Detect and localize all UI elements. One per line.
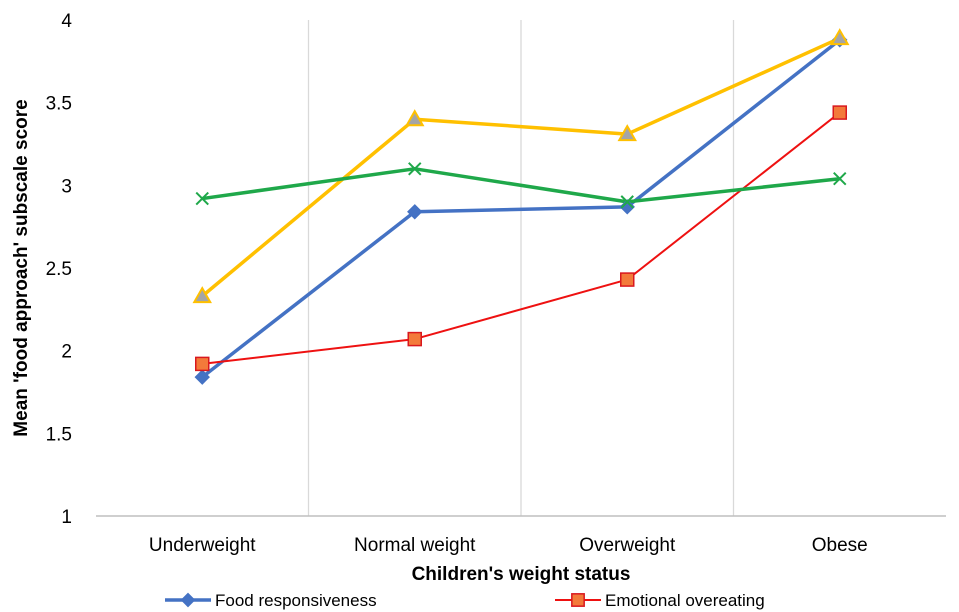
legend: Food responsiveness Emotional overeating bbox=[165, 591, 765, 610]
data-point bbox=[407, 331, 422, 347]
series-markers-1 bbox=[195, 105, 847, 372]
x-tick-label: Obese bbox=[812, 535, 868, 556]
x-axis-ticks: Underweight Normal weight Overweight Obese bbox=[149, 535, 868, 556]
data-point bbox=[408, 162, 422, 176]
y-axis-ticks: 1 1.5 2 2.5 3 3.5 4 bbox=[46, 11, 73, 528]
x-tick-label: Underweight bbox=[149, 535, 256, 556]
y-tick-label: 4 bbox=[61, 11, 72, 32]
data-point bbox=[832, 105, 847, 120]
series-markers-3 bbox=[192, 28, 850, 304]
x-axis-title: Children's weight status bbox=[412, 564, 631, 585]
series-markers-2 bbox=[195, 162, 847, 209]
data-point bbox=[619, 199, 635, 215]
legend-item: Emotional overeating bbox=[555, 591, 765, 610]
data-point bbox=[833, 172, 847, 186]
series-line bbox=[202, 167, 840, 204]
gridlines bbox=[307, 20, 735, 516]
data-point bbox=[194, 369, 210, 385]
series-line bbox=[201, 38, 841, 379]
data-point bbox=[195, 356, 210, 372]
legend-label: Emotional overeating bbox=[605, 591, 765, 610]
series-line bbox=[201, 36, 841, 298]
series-group bbox=[192, 28, 850, 385]
series-3 bbox=[201, 36, 841, 298]
y-axis-title: Mean 'food approach' subscale score bbox=[11, 99, 32, 436]
x-tick-label: Overweight bbox=[579, 535, 676, 556]
y-tick-label: 3 bbox=[61, 176, 72, 197]
legend-item: Food responsiveness bbox=[165, 591, 377, 610]
series-1 bbox=[202, 111, 841, 365]
legend-label: Food responsiveness bbox=[215, 591, 377, 610]
data-point bbox=[571, 593, 585, 607]
y-tick-label: 3.5 bbox=[46, 94, 72, 115]
data-point bbox=[195, 191, 209, 206]
y-tick-label: 2.5 bbox=[46, 259, 72, 280]
y-tick-label: 2 bbox=[61, 342, 72, 363]
data-point bbox=[830, 28, 850, 46]
data-point bbox=[407, 204, 423, 220]
data-point bbox=[620, 195, 634, 209]
data-point bbox=[405, 109, 425, 127]
y-tick-label: 1.5 bbox=[46, 424, 72, 445]
data-point bbox=[620, 272, 635, 287]
data-point bbox=[192, 286, 212, 304]
series-0 bbox=[201, 38, 841, 379]
series-2 bbox=[202, 167, 840, 204]
y-tick-label: 1 bbox=[61, 507, 72, 528]
x-tick-label: Normal weight bbox=[354, 535, 476, 556]
data-point bbox=[180, 592, 196, 608]
data-point bbox=[617, 124, 637, 142]
series-line bbox=[202, 111, 841, 365]
